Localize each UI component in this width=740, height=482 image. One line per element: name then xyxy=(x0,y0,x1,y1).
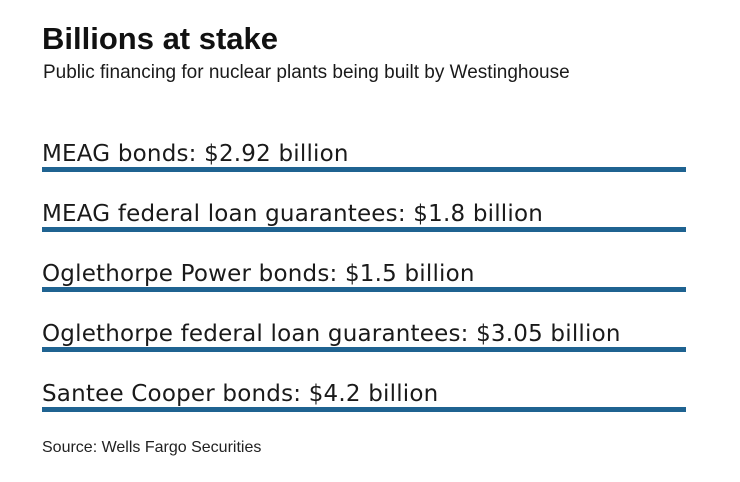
financing-row: MEAG bonds: $2.92 billion xyxy=(42,132,686,172)
financing-row-bar xyxy=(42,167,686,172)
financing-row-label: MEAG federal loan guarantees: $1.8 billi… xyxy=(42,201,544,227)
financing-row: Oglethorpe federal loan guarantees: $3.0… xyxy=(42,312,686,352)
financing-row: MEAG federal loan guarantees: $1.8 billi… xyxy=(42,192,686,232)
financing-row-bar xyxy=(42,407,686,412)
financing-row-bar xyxy=(42,227,686,232)
financing-row-label: Santee Cooper bonds: $4.2 billion xyxy=(42,381,439,407)
financing-row-label: MEAG bonds: $2.92 billion xyxy=(42,141,349,167)
financing-row: Santee Cooper bonds: $4.2 billion xyxy=(42,372,686,412)
financing-row-bar xyxy=(42,347,686,352)
chart-subtitle: Public financing for nuclear plants bein… xyxy=(43,62,570,83)
financing-row-label: Oglethorpe federal loan guarantees: $3.0… xyxy=(42,321,621,347)
chart-title: Billions at stake xyxy=(42,21,279,56)
financing-row-label: Oglethorpe Power bonds: $1.5 billion xyxy=(42,261,475,287)
source-note: Source: Wells Fargo Securities xyxy=(42,439,262,456)
financing-row: Oglethorpe Power bonds: $1.5 billion xyxy=(42,252,686,292)
financing-row-bar xyxy=(42,287,686,292)
